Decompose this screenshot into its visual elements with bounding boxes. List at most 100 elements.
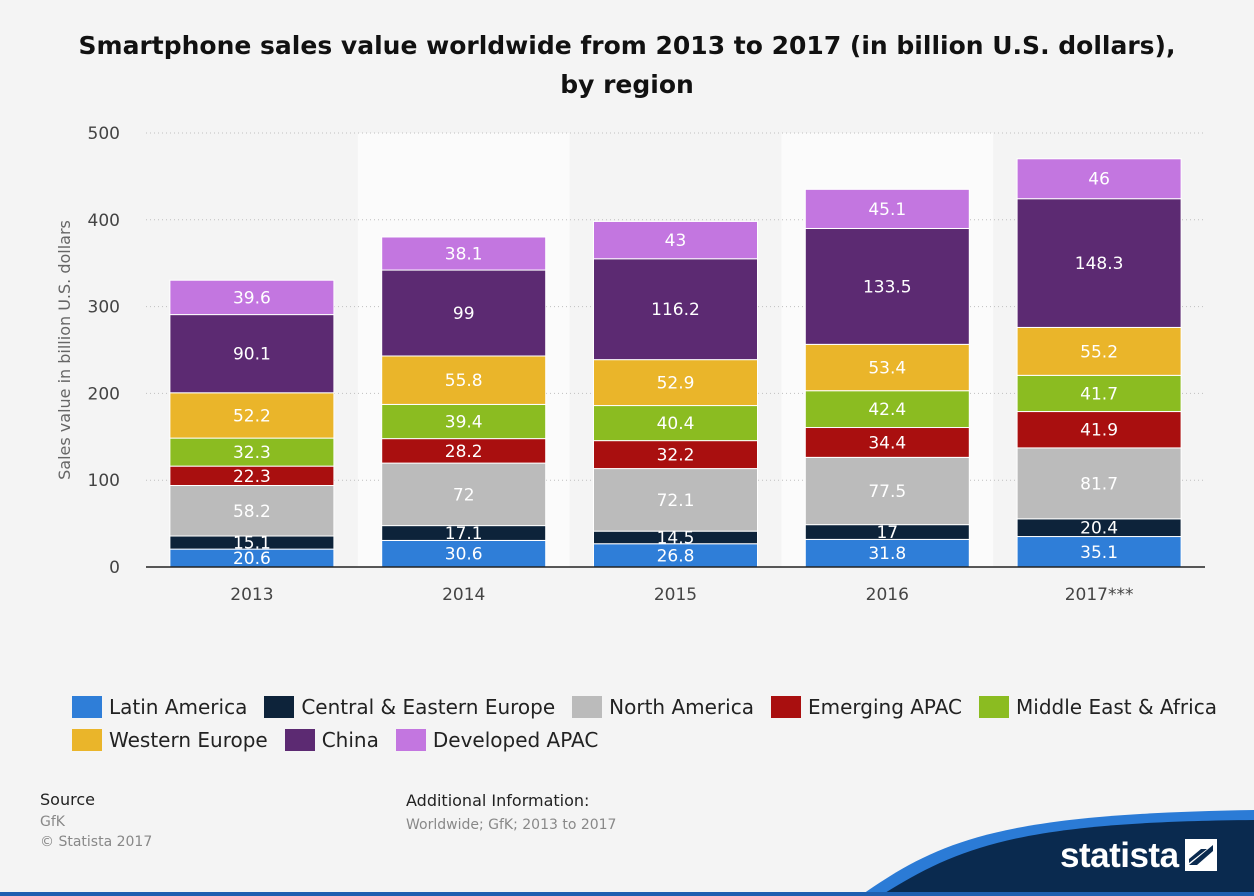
legend-item-north-america[interactable]: North America [572,695,754,719]
bar-segment [169,279,335,316]
x-tick-label: 2016 [866,585,909,605]
source-name[interactable]: GfK [40,814,65,830]
additional-info-block: Additional Information: Worldwide; GfK; … [406,791,616,833]
footer-banner [0,810,1254,896]
legend-swatch [395,728,426,751]
bar-segment [381,462,547,527]
data-label: 133.5 [863,277,912,297]
x-tick-label: 2017*** [1065,585,1134,605]
legend-label: Central & Eastern Europe [301,694,556,719]
legend-row-1: Latin America Central & Eastern Europe N… [72,690,1222,723]
bar-segment [804,227,970,345]
data-label: 43 [665,231,687,251]
legend-swatch [979,695,1010,718]
legend-row-2: Western Europe China Developed APAC [72,723,1222,756]
bar-segment [1016,374,1182,413]
legend-item-central-eastern-europe[interactable]: Central & Eastern Europe [264,695,555,719]
data-label: 26.8 [657,546,695,566]
statista-logo-icon [1185,839,1217,871]
bar-segment [1016,411,1182,449]
y-tick-label: 300 [88,298,120,318]
y-tick-label: 0 [109,558,120,578]
data-label: 58.2 [233,502,271,522]
x-tick-label: 2015 [654,585,697,605]
legend-label: Developed APAC [432,727,599,752]
legend-swatch [284,728,315,751]
additional-info-title: Additional Information: [406,791,590,810]
bar-segment [593,359,758,407]
bar-segment [1016,198,1182,328]
legend-item-emerging-apac[interactable]: Emerging APAC [770,694,963,719]
bar-segment [804,343,970,392]
data-label: 32.2 [657,446,695,466]
x-tick-label: 2014 [442,585,485,605]
data-label: 15.1 [233,534,271,554]
legend-label: Latin America [109,694,248,719]
legend-label: China [321,727,379,752]
bar-segment [593,405,758,442]
legend-item-middle-east-africa[interactable]: Middle East & Africa [979,695,1217,719]
legend-swatch [572,695,603,718]
data-label: 39.4 [445,413,483,433]
data-label: 41.9 [1080,421,1118,441]
source-block: Source GfK © Statista 2017 [40,790,152,852]
bar-segment [381,539,547,568]
data-label: 20.4 [1080,519,1118,539]
data-label: 17.1 [445,524,483,544]
footer-wave-dark [880,820,1254,896]
data-label: 32.3 [233,443,271,463]
bar-segment [381,403,547,440]
data-label: 31.8 [868,544,906,564]
data-label: 52.9 [657,374,695,394]
bar-segment [169,392,335,439]
legend-item-china[interactable]: China [284,727,379,752]
legend-swatch [72,728,102,751]
data-label: 30.6 [445,545,483,565]
data-label: 116.2 [651,300,700,320]
bar-segment [804,538,970,568]
legend-label: Emerging APAC [807,694,963,719]
bar-segment [804,188,970,229]
data-label: 42.4 [868,400,906,420]
bar-segment [804,427,970,458]
legend-label: Middle East & Africa [1016,694,1217,719]
bar-segment [381,236,547,271]
data-label: 20.6 [233,549,271,569]
statista-logo-text[interactable]: statista [1060,836,1179,875]
bar-segment [1016,326,1182,376]
bar-segment [169,437,335,467]
bar-segment [804,390,970,429]
chart-area: 0 100 200 300 400 500 Sales value in billion U… [55,124,1205,605]
data-label: 53.4 [868,359,906,379]
legend-item-western-europe[interactable]: Western Europe [72,728,268,752]
additional-info-text: Worldwide; GfK; 2013 to 2017 [406,817,617,833]
legend-swatch [770,695,801,718]
legend-item-developed-apac[interactable]: Developed APAC [395,727,599,752]
data-label: 46 [1088,170,1110,190]
legend-label: North America [609,694,754,719]
legend: Latin America Central & Eastern Europe N… [72,690,1222,756]
bar-segment [1016,536,1182,568]
x-tick-label: 2013 [230,585,273,605]
data-label: 28.2 [445,442,483,462]
data-label: 148.3 [1075,254,1124,274]
data-label: 17 [876,523,898,543]
data-label: 99 [453,304,475,324]
legend-swatch [72,695,102,718]
bar-segment [593,220,758,260]
data-label: 14.5 [657,528,695,548]
legend-label: Western Europe [109,727,268,752]
bar-segment [593,468,758,532]
data-label: 35.1 [1080,543,1118,563]
bar-segment [169,484,335,537]
bar-segment [1016,158,1182,200]
bar-segment [593,258,758,361]
y-tick-label: 200 [88,384,120,404]
bar-segment [1016,447,1182,520]
data-label: 90.1 [233,345,271,365]
legend-item-latin-america[interactable]: Latin America [72,695,247,719]
y-tick-label: 100 [88,471,120,491]
data-label: 77.5 [868,482,906,502]
data-label: 34.4 [868,433,906,453]
copyright-text: © Statista 2017 [40,834,153,850]
